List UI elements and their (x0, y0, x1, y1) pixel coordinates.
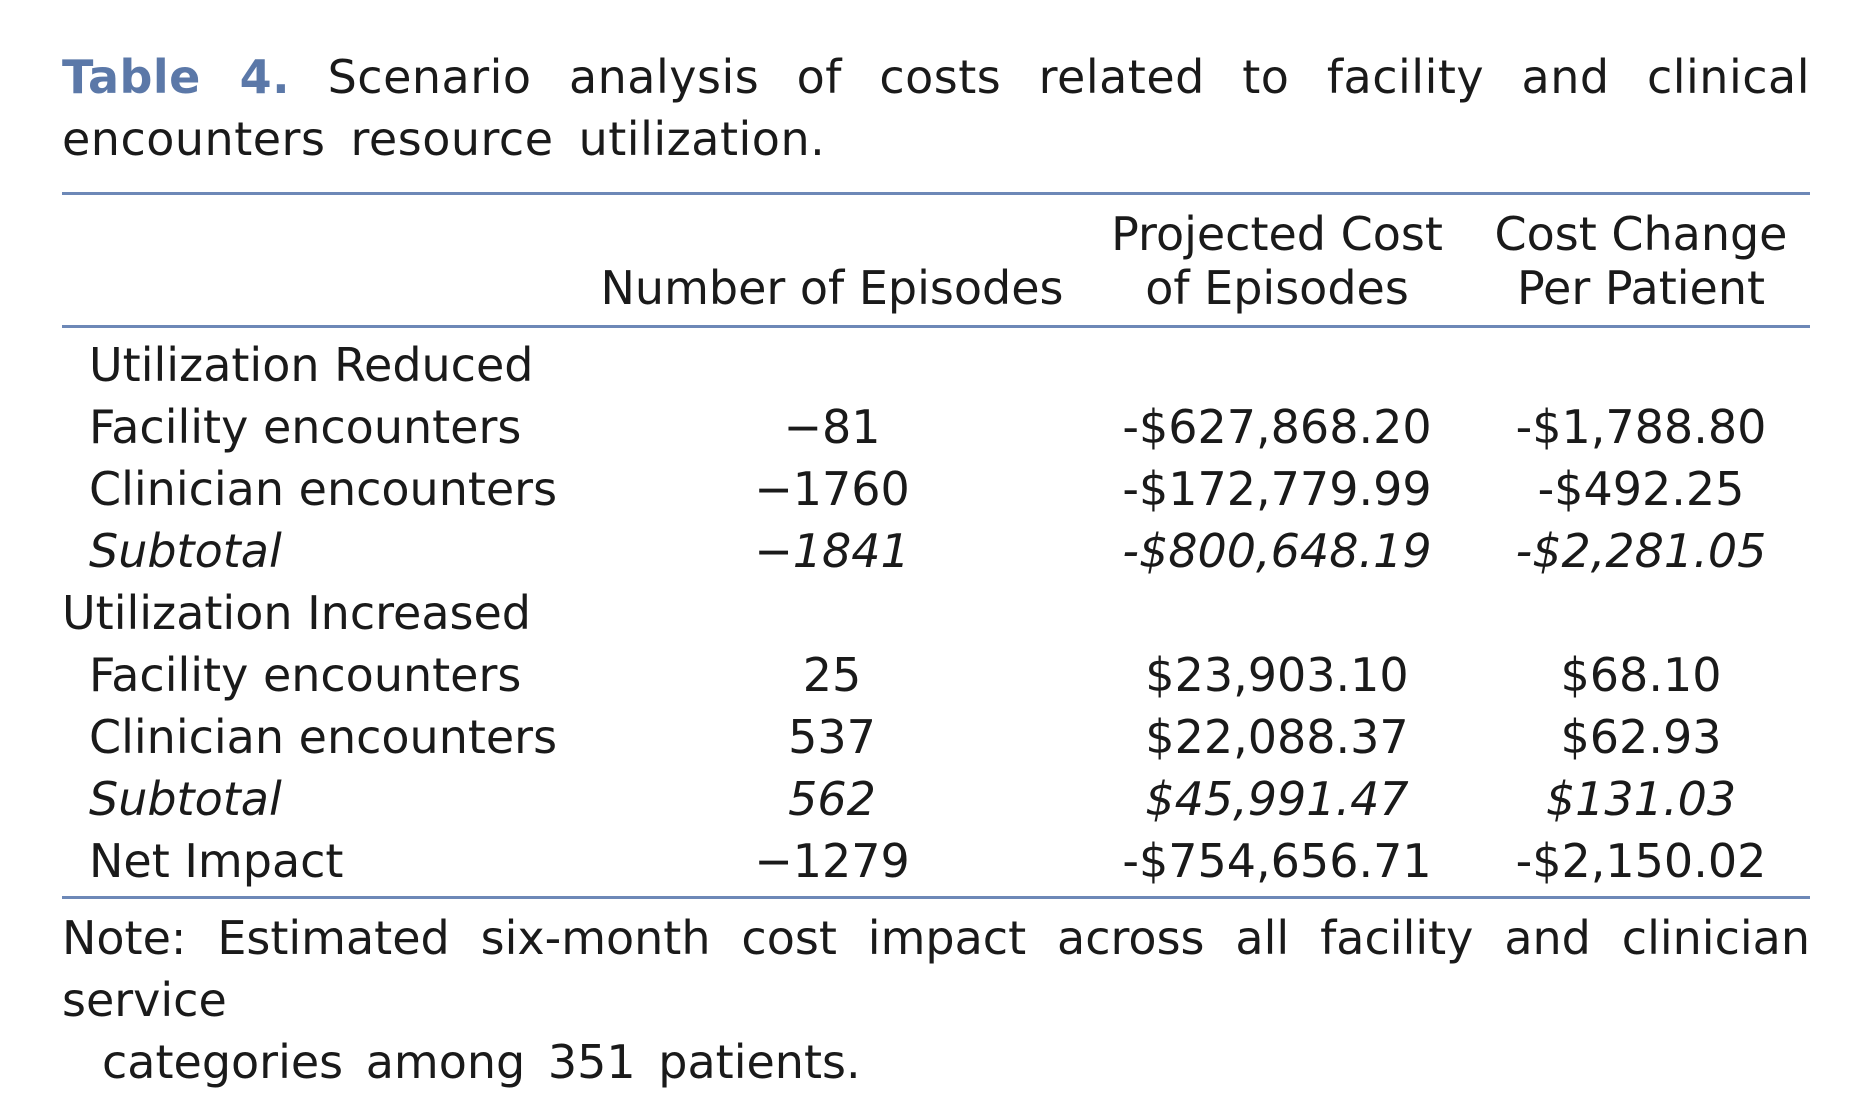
row-label: Net Impact (89, 834, 344, 888)
episodes-cell: −81 (783, 400, 881, 454)
cost-change-cell: -$2,281.05 (1515, 524, 1767, 578)
projected-cost-cell: $45,991.47 (1145, 772, 1409, 826)
table-number-label: Table 4. (62, 50, 291, 104)
projected-cost-cell: -$800,648.19 (1122, 524, 1432, 578)
episodes-cell (582, 328, 1082, 396)
row-label: Clinician encounters (89, 710, 558, 764)
episodes-cell: 562 (788, 772, 876, 826)
table-row: Net Impact −1279 -$754,656.71 -$2,150.02 (62, 830, 1810, 896)
row-label: Subtotal (89, 524, 282, 578)
header-projected-line2: of Episodes (1145, 261, 1409, 315)
header-projected-cost: Projected Cost of Episodes (1082, 195, 1472, 325)
cost-change-cell: -$2,150.02 (1515, 834, 1767, 888)
header-change-line2: Per Patient (1516, 261, 1766, 315)
table-row: Clinician encounters 537 $22,088.37 $62.93 (62, 706, 1810, 768)
table-row: Subtotal 562 $45,991.47 $131.03 (62, 768, 1810, 830)
projected-cost-cell: $22,088.37 (1145, 710, 1409, 764)
projected-cost-cell (1082, 328, 1472, 396)
episodes-cell: −1841 (754, 524, 910, 578)
episodes-cell: −1279 (754, 834, 910, 888)
projected-cost-cell: -$172,779.99 (1122, 462, 1432, 516)
header-projected-line1: Projected Cost (1111, 207, 1443, 261)
projected-cost-cell: -$754,656.71 (1122, 834, 1432, 888)
table-row: Utilization Increased (62, 582, 1810, 644)
table-row: Facility encounters −81 -$627,868.20 -$1,78… (62, 396, 1810, 458)
row-label: Clinician encounters (89, 462, 558, 516)
table-row: Utilization Reduced (62, 328, 1810, 396)
table-row: Subtotal −1841 -$800,648.19 -$2,281.05 (62, 520, 1810, 582)
table-caption: Table 4. Scenario analysis of costs rela… (62, 46, 1810, 170)
header-rule (62, 325, 1810, 328)
row-label: Utilization Increased (62, 586, 531, 640)
table-body: Utilization Reduced Facility encounters −8… (62, 328, 1810, 896)
header-change-line1: Cost Change (1494, 207, 1788, 261)
cost-change-cell: $131.03 (1545, 772, 1737, 826)
projected-cost-cell (1082, 582, 1472, 644)
cost-table: Number of Episodes Projected Cost of Epi… (62, 195, 1810, 896)
cost-change-cell: -$1,788.80 (1515, 400, 1767, 454)
table-note: Note: Estimated six-month cost impact ac… (62, 907, 1810, 1093)
cost-change-cell (1472, 328, 1810, 396)
cost-change-cell: -$492.25 (1537, 462, 1745, 516)
episodes-cell (582, 582, 1082, 644)
table-caption-text: Scenario analysis of costs related to fa… (62, 50, 1810, 166)
row-label: Facility encounters (89, 400, 522, 454)
projected-cost-cell: -$627,868.20 (1122, 400, 1432, 454)
episodes-cell: 537 (788, 710, 876, 764)
header-row-label (62, 195, 582, 325)
cost-change-cell: $62.93 (1560, 710, 1722, 764)
cost-change-cell (1472, 582, 1810, 644)
episodes-cell: 25 (802, 648, 862, 702)
bottom-rule (62, 896, 1810, 899)
table-row: Clinician encounters −1760 -$172,779.99 -$4… (62, 458, 1810, 520)
episodes-cell: −1760 (754, 462, 910, 516)
table-figure: Table 4. Scenario analysis of costs rela… (62, 46, 1810, 1093)
top-rule (62, 192, 1810, 195)
header-episodes: Number of Episodes (582, 195, 1082, 325)
note-line-2: categories among 351 patients. (102, 1035, 861, 1089)
row-label: Subtotal (89, 772, 282, 826)
cost-change-cell: $68.10 (1560, 648, 1722, 702)
table-row: Facility encounters 25 $23,903.10 $68.10 (62, 644, 1810, 706)
header-episodes-text: Number of Episodes (600, 261, 1064, 315)
note-line-1: Note: Estimated six-month cost impact ac… (62, 911, 1810, 1027)
row-label: Utilization Reduced (89, 338, 534, 392)
projected-cost-cell: $23,903.10 (1145, 648, 1409, 702)
header-cost-change: Cost Change Per Patient (1472, 195, 1810, 325)
row-label: Facility encounters (89, 648, 522, 702)
table-header: Number of Episodes Projected Cost of Epi… (62, 195, 1810, 328)
